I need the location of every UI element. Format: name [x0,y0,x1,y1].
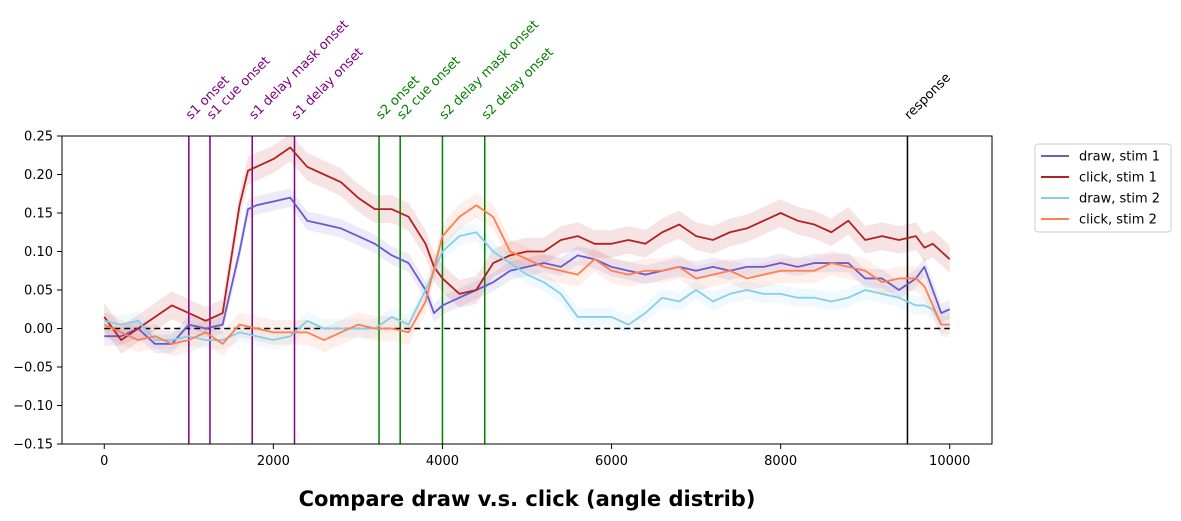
x-axis: 0 2000 4000 6000 8000 10000 [100,444,970,469]
x-tick-label-3: 6000 [595,454,628,469]
confidence-bands [104,136,950,357]
y-tick-label-1: −0.10 [13,399,53,414]
y-axis: −0.15 −0.10 −0.05 0.00 0.05 0.10 0.15 0.20 0.25 [13,130,62,453]
y-tick-label-6: 0.15 [24,207,53,222]
legend-label-3: click, stim 2 [1079,213,1157,228]
y-tick-label-0: −0.15 [13,438,53,453]
series-band-0 [104,188,950,354]
series-line-3 [103,204,950,345]
x-tick-label-0: 0 [100,454,108,469]
legend-label-0: draw, stim 1 [1079,150,1160,165]
series-band-2 [104,223,950,350]
y-tick-label-5: 0.10 [24,245,53,260]
legend-box [1034,143,1172,233]
series-band-1 [104,136,950,354]
series-line-2 [104,231,950,341]
series-line-1 [103,146,951,341]
y-tick-label-2: −0.05 [13,361,53,376]
x-tick-label-4: 8000 [764,454,797,469]
legend-label-1: click, stim 1 [1079,171,1157,186]
x-tick-label-1: 2000 [257,454,290,469]
chart-title: Compare draw v.s. click (angle distrib) [299,487,756,511]
event-label-7: s2 delay onset [479,45,557,123]
y-tick-label-3: 0.00 [24,322,53,337]
y-tick-label-7: 0.20 [24,168,53,183]
x-tick-label-5: 10000 [929,454,970,469]
event-label-3: s1 delay onset [289,45,367,123]
series-lines [103,146,951,345]
y-tick-label-4: 0.05 [24,284,53,299]
y-tick-label-8: 0.25 [24,130,53,145]
event-label-8: response [902,70,954,122]
x-tick-label-2: 4000 [426,454,459,469]
event-markers [188,136,909,444]
legend-label-2: draw, stim 2 [1079,192,1160,207]
legend: draw, stim 1 click, stim 1 draw, stim 2 cli… [1034,143,1172,233]
